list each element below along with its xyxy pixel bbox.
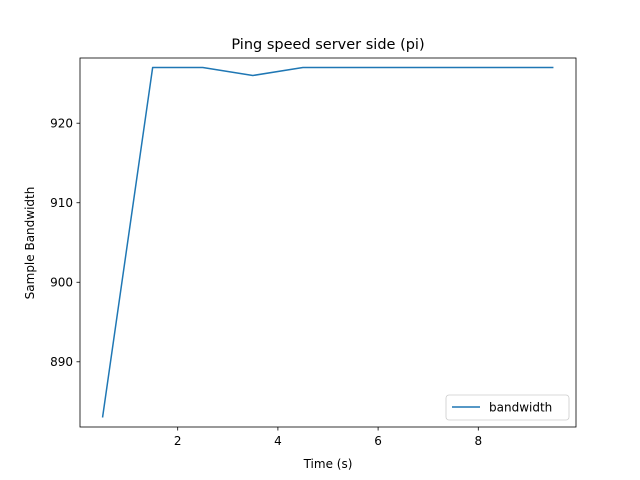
plot-frame — [79, 57, 577, 428]
x-tick-label: 4 — [274, 434, 282, 448]
legend-label-bandwidth: bandwidth — [489, 401, 552, 415]
x-tick-label: 8 — [474, 434, 482, 448]
series-line-bandwidth — [101, 66, 554, 418]
x-tick-label: 6 — [374, 434, 382, 448]
y-axis-label: Sample Bandwidth — [23, 187, 37, 300]
legend: bandwidth — [445, 394, 570, 421]
x-tick-label: 2 — [174, 434, 182, 448]
series-layer — [101, 66, 554, 418]
x-axis-ticks: 2 4 6 8 — [174, 427, 482, 448]
chart-title: Ping speed server side (pi) — [231, 37, 424, 53]
y-tick-label: 890 — [50, 355, 73, 369]
y-axis-ticks: 890 900 910 920 — [50, 117, 80, 369]
x-axis-label: Time (s) — [303, 457, 353, 471]
y-tick-label: 920 — [50, 117, 73, 131]
y-tick-label: 900 — [50, 276, 73, 290]
legend-box — [445, 394, 570, 421]
y-tick-label: 910 — [50, 196, 73, 210]
